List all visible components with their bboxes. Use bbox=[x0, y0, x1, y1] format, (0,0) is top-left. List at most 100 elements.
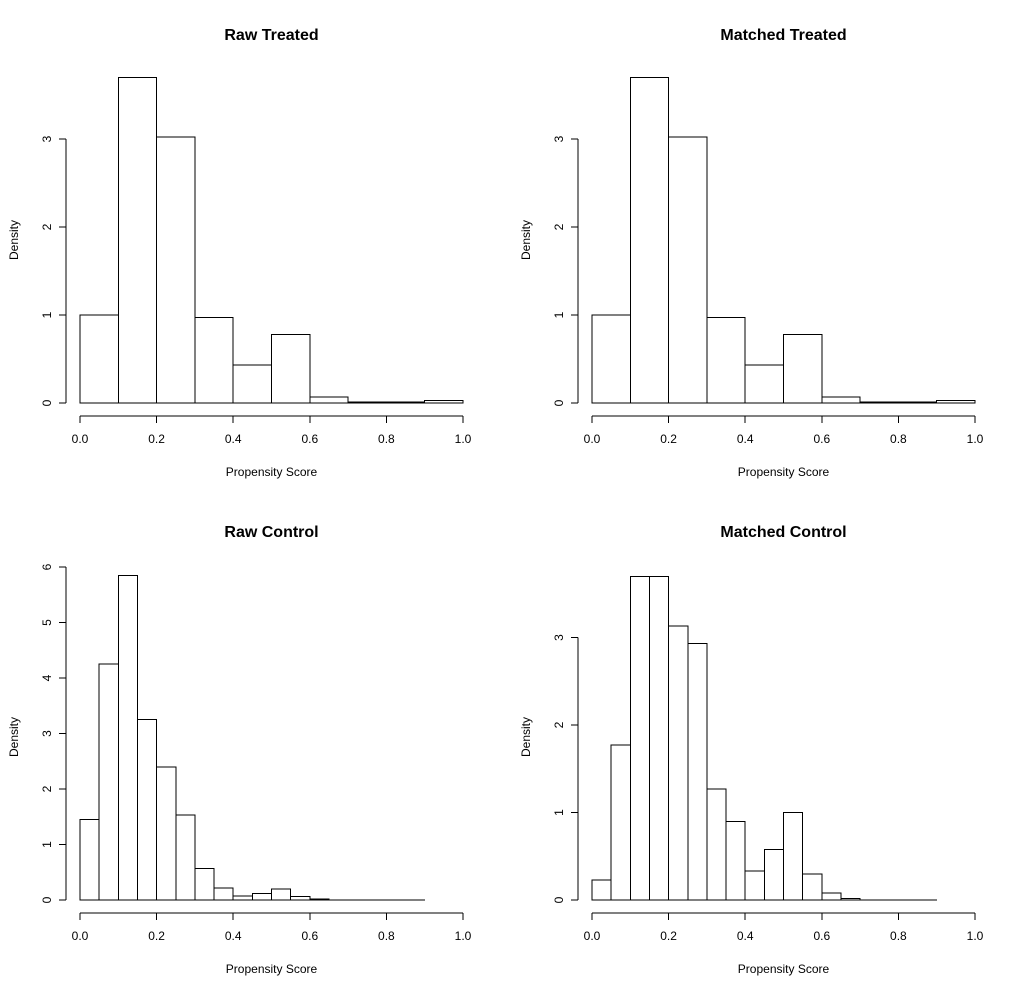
x-tick-label: 0.4 bbox=[225, 929, 242, 943]
histogram-bar bbox=[840, 897, 861, 901]
x-tick-label: 1.0 bbox=[455, 929, 472, 943]
x-tick-label: 1.0 bbox=[967, 929, 984, 943]
x-tick-label: 0.2 bbox=[148, 432, 165, 446]
histogram-bar bbox=[687, 643, 708, 901]
histogram-bar bbox=[821, 396, 861, 404]
y-tick-label: 1 bbox=[552, 311, 566, 318]
x-tick-label: 0.4 bbox=[737, 929, 754, 943]
y-axis-label: Density bbox=[519, 220, 533, 260]
histogram-bar bbox=[79, 819, 100, 901]
x-tick-label: 0.8 bbox=[890, 929, 907, 943]
x-tick-label: 0.0 bbox=[72, 929, 89, 943]
histogram-bar bbox=[783, 333, 823, 404]
histogram-bar bbox=[610, 744, 631, 901]
histogram-bar bbox=[725, 820, 746, 901]
histogram-bar bbox=[706, 788, 727, 901]
histogram-bar bbox=[629, 76, 670, 404]
y-tick-label: 1 bbox=[40, 311, 54, 318]
y-tick-label: 0 bbox=[40, 399, 54, 406]
x-axis-label: Propensity Score bbox=[226, 962, 318, 976]
x-tick-label: 0.6 bbox=[301, 432, 318, 446]
x-tick-label: 0.0 bbox=[584, 432, 601, 446]
histogram-bar bbox=[194, 867, 215, 901]
histogram-bar bbox=[936, 399, 976, 404]
histogram-bar bbox=[290, 896, 311, 901]
x-tick-label: 0.4 bbox=[737, 432, 754, 446]
histogram-bar bbox=[744, 870, 765, 901]
histogram-bar bbox=[591, 879, 612, 901]
histogram-bar bbox=[175, 814, 196, 901]
x-axis-label: Propensity Score bbox=[226, 465, 318, 479]
histogram-bar bbox=[309, 396, 349, 404]
panel-raw-control: Raw Control 0.0 0.2 0.4 0.6 0.8 1.0 Propensity … bbox=[7, 524, 471, 976]
histogram-bar bbox=[98, 663, 119, 901]
y-axis-label: Density bbox=[7, 717, 21, 757]
histogram-bar bbox=[232, 364, 272, 404]
x-tick-label: 0.0 bbox=[584, 929, 601, 943]
histogram-bar bbox=[79, 314, 119, 404]
y-tick-label: 0 bbox=[552, 399, 566, 406]
y-tick-label: 3 bbox=[552, 135, 566, 142]
histogram-bar bbox=[213, 887, 234, 901]
histogram-bar bbox=[591, 314, 631, 404]
y-tick-label: 2 bbox=[40, 223, 54, 230]
x-tick-label: 0.8 bbox=[890, 432, 907, 446]
histogram-bar bbox=[763, 848, 784, 901]
histogram-bar bbox=[117, 76, 158, 404]
histogram-bar bbox=[783, 812, 804, 901]
panel-raw-treated: Raw Treated 0.0 0.2 0.4 0.6 0.8 1.0 Propensity … bbox=[7, 27, 471, 479]
x-tick-label: 0.2 bbox=[148, 929, 165, 943]
histogram-bar bbox=[859, 401, 899, 404]
x-tick-label: 0.0 bbox=[72, 432, 89, 446]
histogram-bar bbox=[821, 892, 842, 901]
histogram-bar bbox=[802, 873, 823, 901]
y-tick-label: 1 bbox=[40, 841, 54, 848]
histogram-bar bbox=[271, 888, 292, 901]
x-tick-label: 0.8 bbox=[378, 432, 395, 446]
panel-matched-control: Matched Control 0.0 0.2 0.4 0.6 0.8 1.0 Propens… bbox=[519, 524, 983, 976]
x-tick-label: 0.6 bbox=[813, 929, 830, 943]
histogram-bar bbox=[136, 719, 158, 901]
histogram-bar bbox=[251, 892, 273, 901]
histogram-bar bbox=[117, 574, 138, 901]
x-axis-label: Propensity Score bbox=[738, 962, 830, 976]
x-axis-label: Propensity Score bbox=[738, 465, 830, 479]
y-tick-label: 2 bbox=[552, 223, 566, 230]
histogram-bar bbox=[156, 766, 177, 901]
histogram-bar bbox=[648, 575, 670, 901]
y-tick-label: 0 bbox=[552, 896, 566, 903]
histogram-bar bbox=[897, 401, 938, 404]
x-tick-label: 0.2 bbox=[660, 432, 677, 446]
y-tick-label: 3 bbox=[552, 634, 566, 641]
histogram-bar bbox=[271, 333, 311, 404]
histogram-bar bbox=[706, 317, 746, 404]
histogram-bar bbox=[744, 364, 785, 404]
y-tick-label: 3 bbox=[40, 135, 54, 142]
y-tick-label: 3 bbox=[40, 730, 54, 737]
histogram-bar bbox=[347, 401, 387, 404]
x-tick-label: 0.2 bbox=[660, 929, 677, 943]
histogram-bar bbox=[232, 895, 253, 901]
histogram-bar bbox=[156, 136, 196, 404]
x-tick-label: 0.8 bbox=[378, 929, 395, 943]
histogram-bar bbox=[424, 399, 464, 404]
histogram-bar bbox=[194, 317, 234, 404]
x-tick-label: 0.6 bbox=[301, 929, 318, 943]
y-axis-label: Density bbox=[7, 220, 21, 260]
y-tick-label: 0 bbox=[40, 896, 54, 903]
x-tick-label: 1.0 bbox=[455, 432, 472, 446]
x-tick-label: 1.0 bbox=[967, 432, 984, 446]
y-tick-label: 5 bbox=[40, 619, 54, 626]
y-tick-label: 6 bbox=[40, 563, 54, 570]
histogram-bar bbox=[309, 898, 330, 901]
histogram-bar bbox=[629, 575, 650, 901]
chart-title: Matched Control bbox=[720, 524, 846, 541]
y-axis-label: Density bbox=[519, 717, 533, 757]
histogram-bar bbox=[668, 625, 689, 901]
chart-title: Raw Control bbox=[224, 524, 318, 541]
chart-title: Raw Treated bbox=[224, 27, 318, 44]
histogram-bar bbox=[385, 401, 426, 404]
y-tick-label: 1 bbox=[552, 809, 566, 816]
y-tick-label: 2 bbox=[40, 785, 54, 792]
